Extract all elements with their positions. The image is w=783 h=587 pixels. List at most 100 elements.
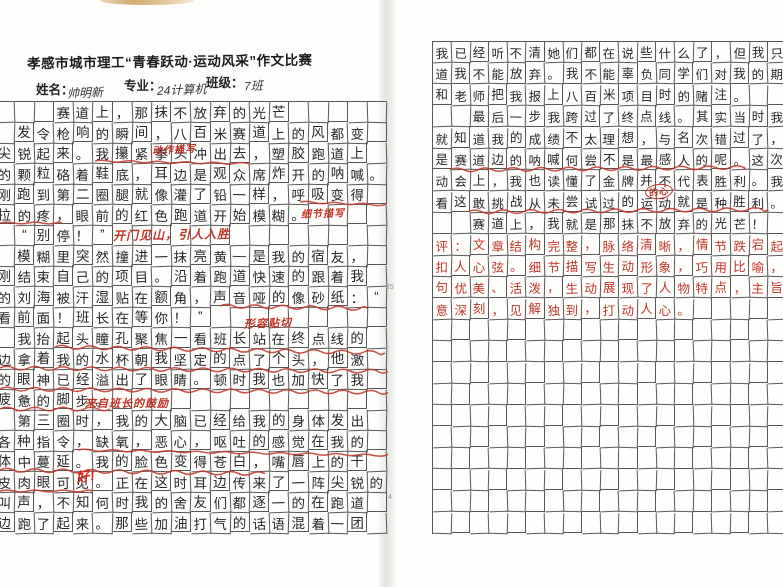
grid-cell: 一 <box>507 105 527 128</box>
grid-cell: 耳 <box>190 471 211 493</box>
grid-cell: 的 <box>367 471 388 493</box>
grid-cell: 抬 <box>33 327 55 349</box>
grid-cell <box>637 426 657 448</box>
grid-cell <box>711 362 731 385</box>
grid-cell: 眼 <box>73 204 94 226</box>
grid-cell: 出 <box>347 409 368 432</box>
grid-cell <box>655 512 676 535</box>
grid-cell <box>730 405 750 428</box>
grid-cell: 长 <box>92 307 113 329</box>
grid-cell: 我 <box>563 62 582 84</box>
grid-cell: 响 <box>73 121 93 143</box>
grid-cell: 抹 <box>171 245 192 267</box>
grid-cell: 是 <box>618 148 638 171</box>
grid-cell <box>711 319 731 342</box>
grid-cell: 团 <box>347 511 368 533</box>
grid-cell: 我 <box>14 327 35 349</box>
grid-cell: 点 <box>712 276 731 298</box>
grid-cell: 出 <box>112 368 133 390</box>
grid-cell: 不 <box>507 41 527 64</box>
grid-cell: 开 <box>288 163 309 185</box>
grid-cell: 道 <box>432 63 452 86</box>
grid-cell: 的 <box>73 348 94 370</box>
grid-cell: 感 <box>269 430 290 452</box>
grid-cell: 赌 <box>693 84 713 107</box>
grid-cell: 道 <box>347 492 368 514</box>
grid-cell <box>525 319 545 342</box>
grid-cell <box>730 469 750 492</box>
grid-cell <box>674 405 694 428</box>
grid-cell: 喊 <box>347 163 368 185</box>
grid-cell: 起 <box>33 142 55 164</box>
grid-cell: 锐 <box>14 142 35 164</box>
grid-cell: 头 <box>73 327 94 349</box>
grid-cell <box>470 490 489 512</box>
grid-cell <box>562 426 583 449</box>
grid-cell: 了 <box>269 470 289 492</box>
grid-cell: 眼 <box>151 368 172 390</box>
grid-cell: 对 <box>711 63 731 86</box>
grid-cell: 一 <box>171 327 191 348</box>
grid-cell: 从 <box>525 191 545 214</box>
grid-cell: 上 <box>470 169 489 191</box>
grid-cell: 叫 <box>0 492 15 514</box>
grid-cell: 。 <box>674 105 694 128</box>
grid-cell: 疼 <box>33 204 55 226</box>
grid-cell <box>693 426 712 448</box>
grid-cell <box>600 362 620 385</box>
grid-cell <box>619 319 638 341</box>
grid-cell <box>767 405 783 427</box>
grid-cell <box>600 383 620 406</box>
grid-cell: 点 <box>229 348 251 370</box>
grid-cell <box>229 224 251 247</box>
grid-cell: ” <box>191 306 211 328</box>
grid-cell <box>470 426 489 448</box>
grid-cell <box>767 448 783 471</box>
grid-cell <box>288 224 309 247</box>
grid-cell <box>637 469 657 492</box>
grid-cell <box>619 447 638 469</box>
grid-cell: 听 <box>488 41 508 64</box>
grid-cell: 都 <box>327 122 349 144</box>
grid-cell: 边 <box>210 470 231 492</box>
grid-cell: 后 <box>488 105 508 128</box>
grid-cell: 令 <box>33 122 55 144</box>
grid-cell: 刚 <box>0 265 15 286</box>
grid-cell: 懂 <box>562 170 583 192</box>
grid-cell: 氧 <box>112 430 133 452</box>
grid-cell: 的 <box>249 429 270 451</box>
grid-cell: 完 <box>544 234 564 257</box>
grid-cell <box>308 389 329 411</box>
grid-cell <box>327 389 349 411</box>
grid-cell: 时 <box>656 83 675 106</box>
grid-cell: 但 <box>730 41 750 64</box>
grid-cell <box>767 490 783 513</box>
grid-cell: 的 <box>327 451 349 473</box>
grid-cell <box>674 383 694 405</box>
grid-cell: 实 <box>711 105 731 128</box>
grid-cell: 同 <box>655 63 676 86</box>
grid-cell: 的 <box>0 286 15 308</box>
grid-cell: 道 <box>230 265 250 286</box>
grid-cell: ， <box>93 409 113 430</box>
grid-cell: 就 <box>132 183 152 204</box>
grid-cell <box>581 361 601 384</box>
grid-cell: 些 <box>131 512 153 534</box>
grid-cell: 项 <box>112 265 133 286</box>
grid-cell: 整 <box>562 234 583 257</box>
grid-cell <box>674 341 694 364</box>
grid-cell: 结 <box>507 234 527 257</box>
grid-cell: 聚 <box>131 327 153 349</box>
grid-cell: ， <box>131 163 153 185</box>
grid-cell: 呕 <box>210 430 231 452</box>
grid-cell <box>544 512 564 535</box>
grid-cell <box>432 490 452 513</box>
grid-cell: 什 <box>655 41 676 64</box>
grid-cell: 色 <box>151 451 172 473</box>
grid-cell: 自 <box>53 265 74 286</box>
grid-cell: 我 <box>544 212 564 234</box>
grid-cell <box>469 469 490 492</box>
grid-cell: 光 <box>249 101 270 123</box>
grid-cell: 声 <box>210 285 231 307</box>
